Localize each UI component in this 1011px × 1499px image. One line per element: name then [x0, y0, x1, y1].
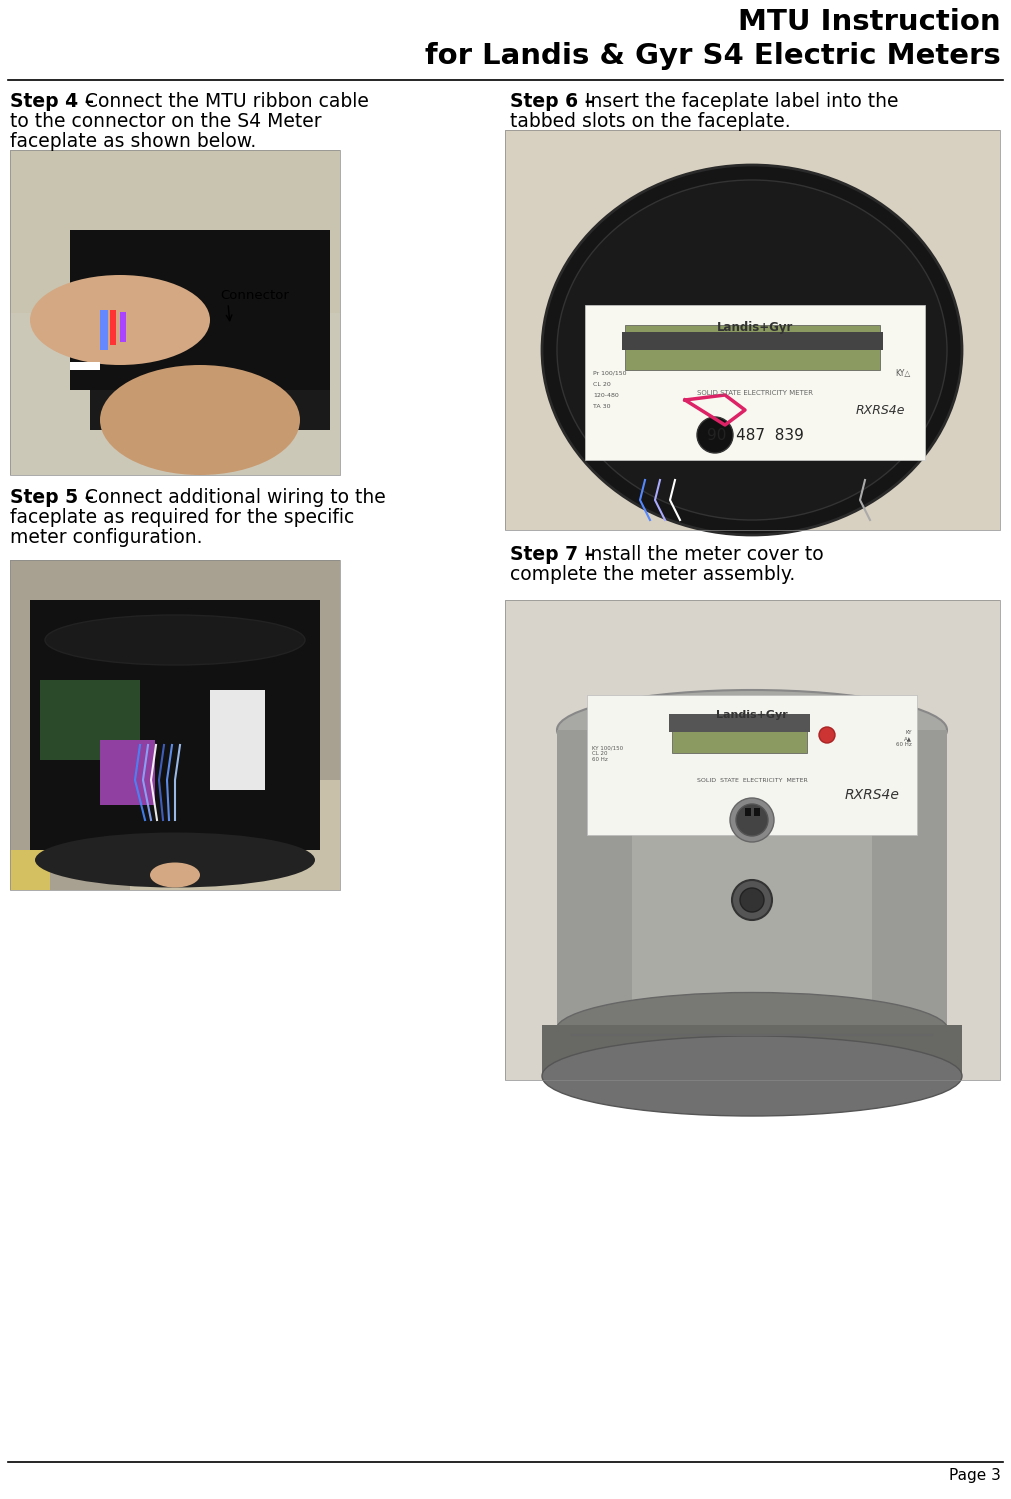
Text: Connect the MTU ribbon cable: Connect the MTU ribbon cable [85, 91, 369, 111]
Bar [542, 1025, 962, 1075]
Bar [10, 561, 340, 890]
Bar [110, 310, 116, 345]
Text: Install the meter cover to: Install the meter cover to [585, 546, 824, 564]
Ellipse shape [35, 832, 315, 887]
Ellipse shape [542, 1036, 962, 1115]
Text: Landis+Gyr: Landis+Gyr [716, 711, 788, 720]
Bar [506, 600, 1000, 1079]
Bar [40, 681, 140, 760]
Text: faceplate as required for the specific: faceplate as required for the specific [10, 508, 354, 528]
Circle shape [697, 417, 733, 453]
Text: Connector: Connector [220, 288, 289, 301]
Bar [672, 715, 807, 752]
Circle shape [732, 880, 772, 920]
Text: Step 7 –: Step 7 – [510, 546, 594, 564]
Text: complete the meter assembly.: complete the meter assembly. [510, 565, 796, 585]
Text: Step 6 –: Step 6 – [510, 91, 594, 111]
Text: Landis+Gyr: Landis+Gyr [717, 321, 794, 333]
Text: SOLID  STATE  ELECTRICITY  METER: SOLID STATE ELECTRICITY METER [697, 778, 808, 782]
Text: Pr 100/150: Pr 100/150 [593, 370, 627, 376]
Circle shape [740, 887, 764, 911]
Bar [100, 741, 155, 805]
Bar [120, 312, 126, 342]
Text: TA 30: TA 30 [593, 403, 611, 409]
Bar [30, 600, 320, 850]
Circle shape [819, 727, 835, 744]
Bar [10, 850, 50, 890]
Ellipse shape [557, 690, 947, 770]
Bar [10, 313, 340, 475]
Bar [622, 331, 883, 349]
Bar [10, 150, 340, 475]
Bar [70, 229, 330, 390]
Text: for Landis & Gyr S4 Electric Meters: for Landis & Gyr S4 Electric Meters [426, 42, 1001, 70]
Bar [669, 714, 810, 732]
Ellipse shape [542, 165, 962, 535]
Text: MTU Instruction: MTU Instruction [738, 7, 1001, 36]
Bar [506, 130, 1000, 531]
Text: faceplate as shown below.: faceplate as shown below. [10, 132, 256, 151]
Text: RXRS4e: RXRS4e [844, 788, 900, 802]
Bar [130, 779, 340, 890]
Text: 90  487  839: 90 487 839 [707, 427, 804, 442]
Text: meter configuration.: meter configuration. [10, 528, 202, 547]
Text: SOLID STATE ELECTRICITY METER: SOLID STATE ELECTRICITY METER [697, 390, 813, 396]
Text: KY 100/150
CL 20
60 Hz: KY 100/150 CL 20 60 Hz [592, 745, 623, 761]
Ellipse shape [557, 180, 947, 520]
Ellipse shape [556, 992, 948, 1067]
Text: Insert the faceplate label into the: Insert the faceplate label into the [585, 91, 899, 111]
Bar [587, 696, 917, 835]
Ellipse shape [150, 862, 200, 887]
Bar [506, 600, 1000, 1079]
Text: KY△: KY△ [895, 369, 910, 378]
Bar [557, 730, 947, 1030]
Bar [100, 310, 108, 349]
Bar [10, 561, 340, 890]
Bar [585, 304, 925, 460]
Text: to the connector on the S4 Meter: to the connector on the S4 Meter [10, 112, 321, 130]
Text: KY
A▲
60 Hz: KY A▲ 60 Hz [896, 730, 912, 747]
Ellipse shape [30, 274, 210, 364]
Text: RXRS4e: RXRS4e [855, 403, 905, 417]
Circle shape [736, 803, 768, 836]
Bar [506, 130, 1000, 531]
Bar [10, 150, 340, 475]
Bar [754, 808, 760, 815]
Ellipse shape [45, 615, 305, 666]
Text: Connect additional wiring to the: Connect additional wiring to the [85, 489, 386, 507]
Ellipse shape [100, 364, 300, 475]
Bar [90, 229, 330, 430]
Circle shape [730, 797, 774, 842]
Bar [210, 690, 265, 790]
Bar [625, 325, 880, 370]
Bar [70, 361, 100, 370]
Text: Step 5 –: Step 5 – [10, 489, 94, 507]
Text: tabbed slots on the faceplate.: tabbed slots on the faceplate. [510, 112, 791, 130]
Text: 120-480: 120-480 [593, 393, 619, 397]
Text: CL 20: CL 20 [593, 382, 611, 387]
Text: Step 4 –: Step 4 – [10, 91, 94, 111]
Bar [745, 808, 751, 815]
Text: Page 3: Page 3 [949, 1468, 1001, 1483]
Bar [632, 730, 872, 1000]
